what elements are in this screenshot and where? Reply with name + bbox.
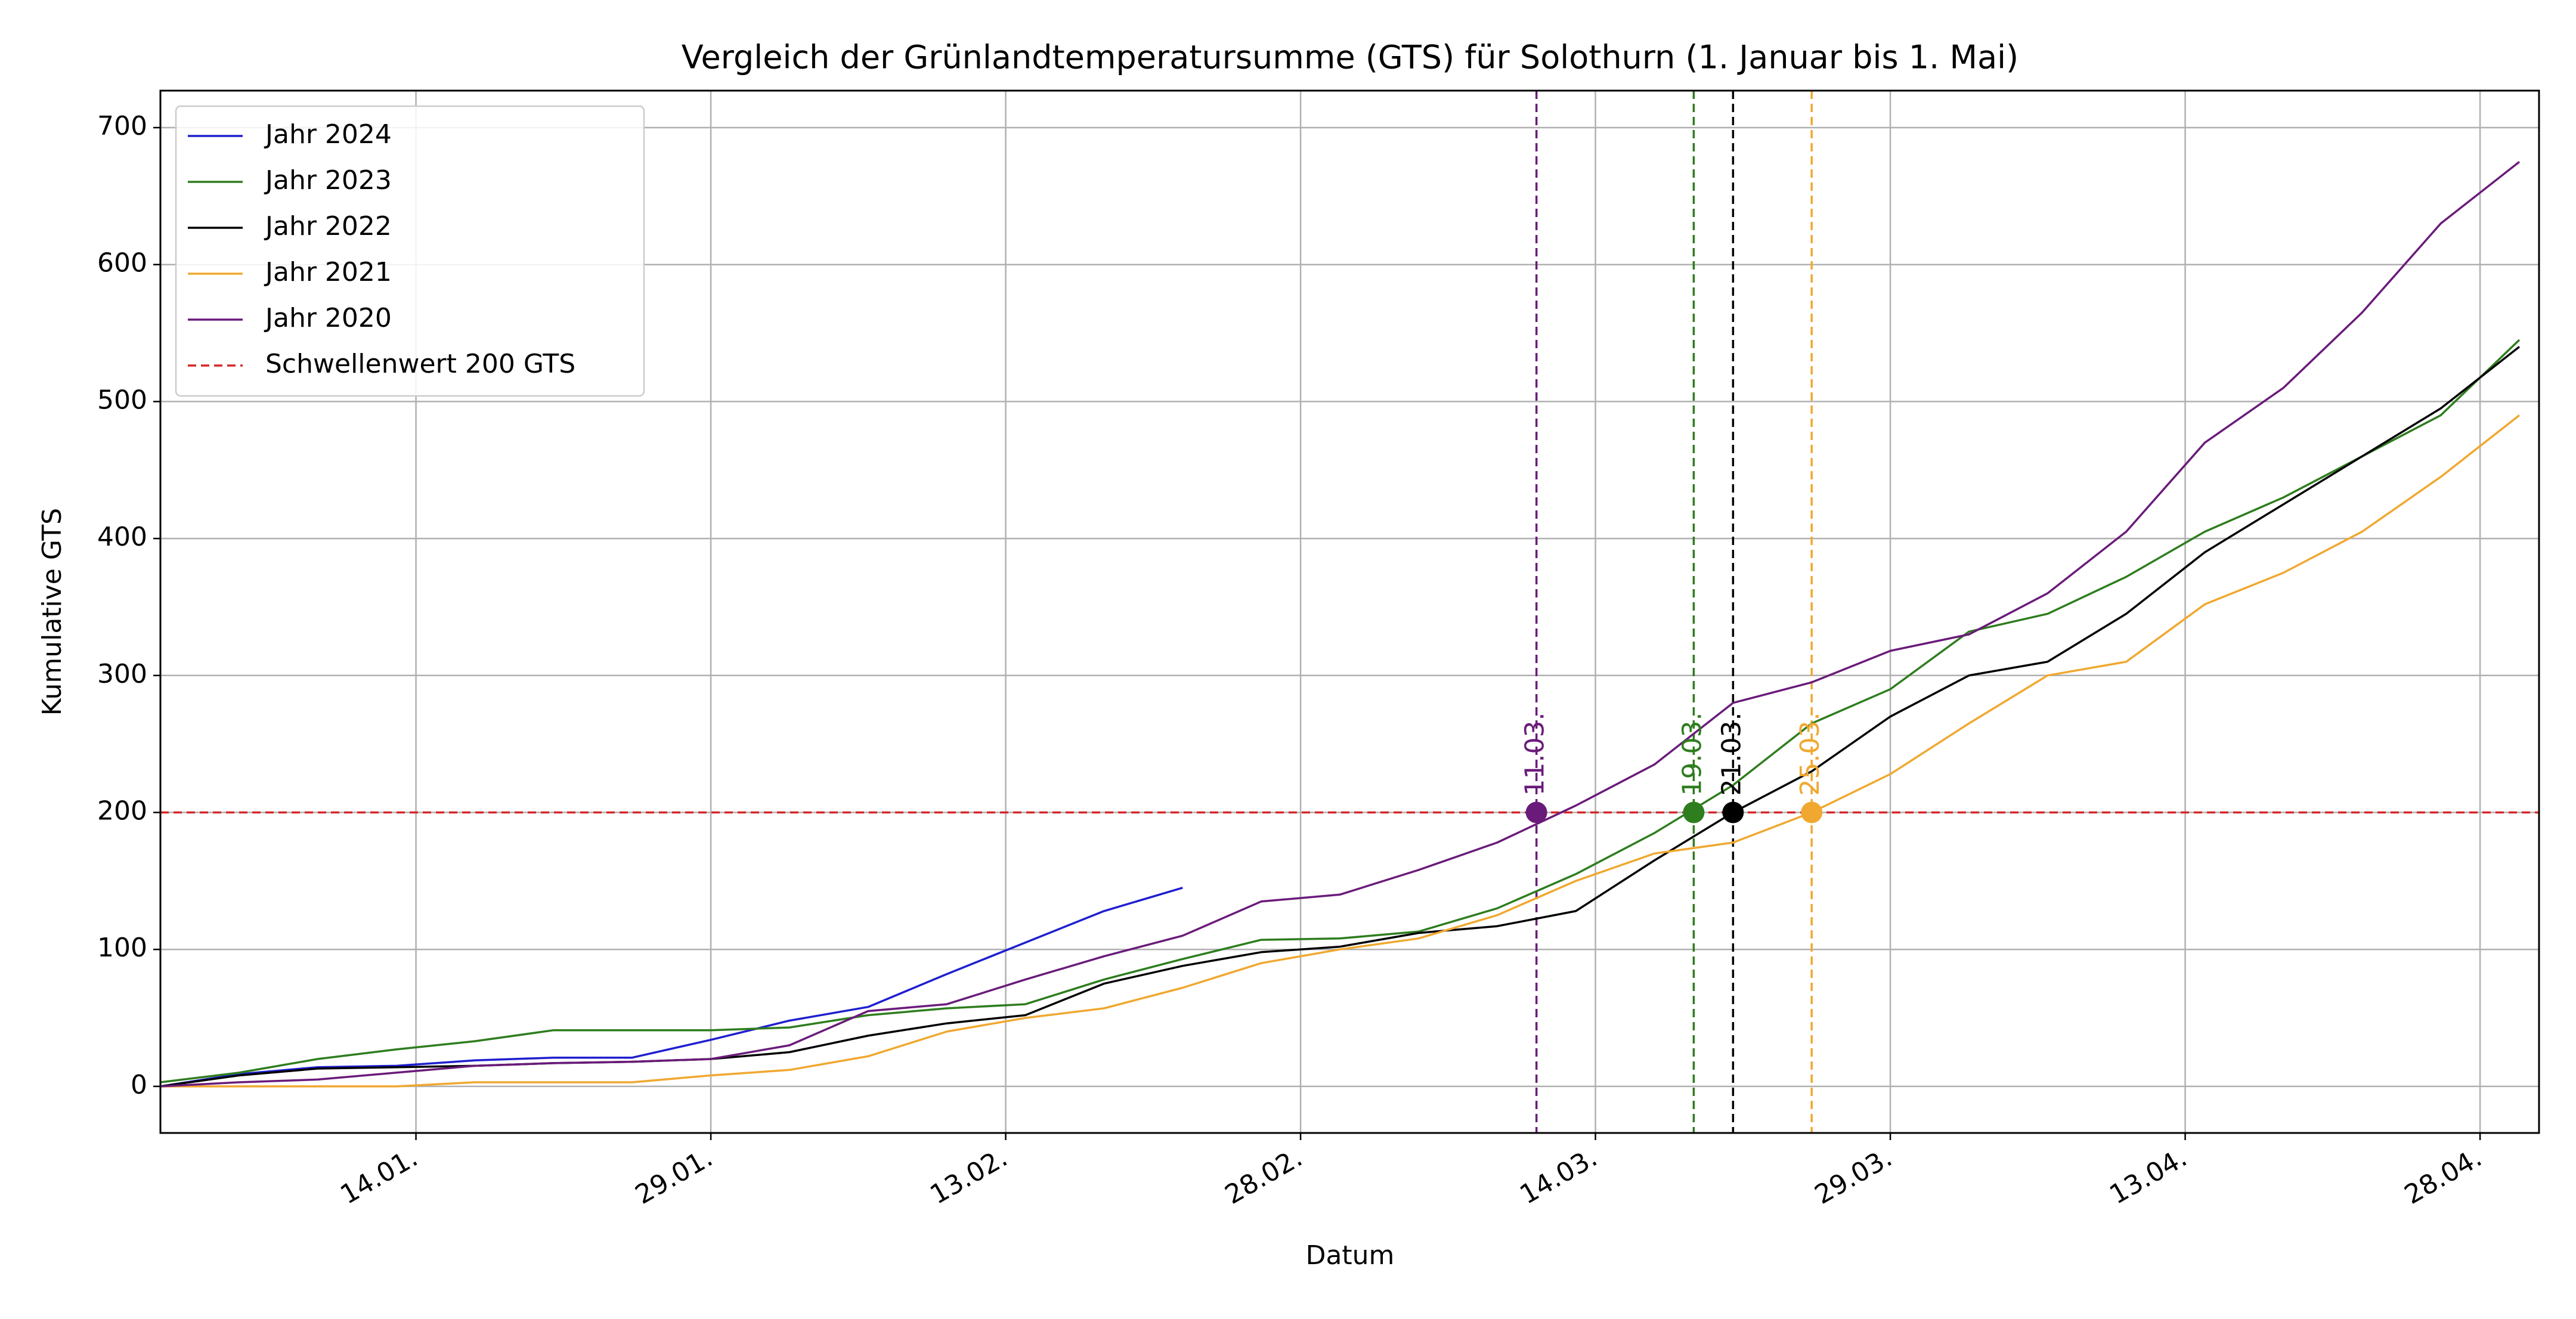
series-line	[160, 339, 2521, 1083]
marker-point	[1683, 801, 1705, 823]
marker-point	[1722, 801, 1744, 823]
marker-point	[1525, 801, 1547, 823]
y-tick-label: 200	[97, 796, 147, 826]
legend-label: Jahr 2024	[264, 119, 392, 150]
legend-label: Jahr 2021	[264, 257, 392, 287]
legend-box	[175, 105, 645, 397]
marker-label: 25.03.	[1795, 713, 1825, 796]
series-line	[160, 161, 2521, 1088]
y-tick-label: 500	[97, 385, 147, 415]
plot-frame	[159, 89, 2540, 1134]
y-tick-label: 700	[97, 111, 147, 141]
marker-label: 11.03.	[1520, 713, 1550, 796]
x-axis-label: Datum	[1306, 1240, 1395, 1271]
chart-title: Vergleich der Grünlandtemperatursumme (G…	[682, 39, 2019, 76]
series-line	[160, 414, 2521, 1088]
marker-point	[1801, 801, 1823, 823]
marker-label: 21.03.	[1716, 713, 1747, 796]
marker-label: 19.03.	[1677, 713, 1707, 796]
legend-label: Jahr 2022	[264, 211, 392, 241]
legend-label: Jahr 2023	[264, 165, 392, 196]
y-axis-label: Kumulative GTS	[37, 508, 67, 716]
y-tick-label: 600	[97, 248, 147, 278]
y-tick-label: 300	[97, 659, 147, 689]
legend-label: Jahr 2020	[264, 303, 392, 333]
series-line	[160, 887, 1183, 1088]
legend-label: Schwellenwert 200 GTS	[265, 349, 575, 379]
y-tick-label: 100	[97, 933, 147, 963]
y-tick-label: 400	[97, 522, 147, 552]
y-tick-label: 0	[131, 1070, 147, 1100]
